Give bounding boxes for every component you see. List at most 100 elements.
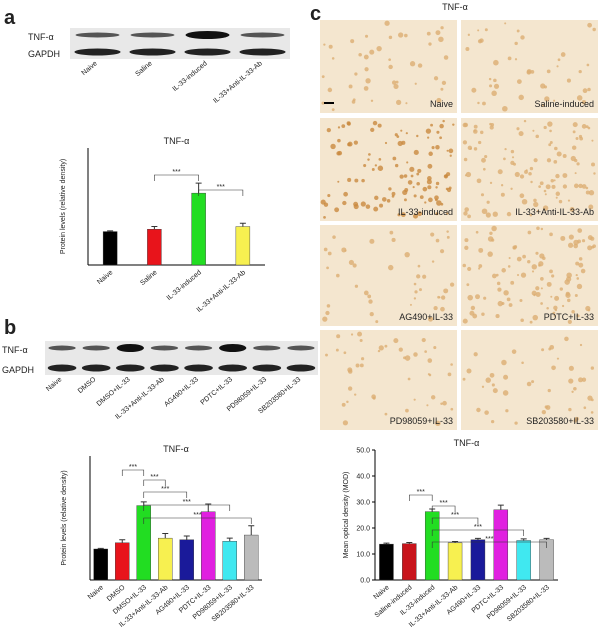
cell bbox=[545, 405, 551, 410]
bar bbox=[470, 539, 486, 581]
cell bbox=[484, 154, 488, 159]
cell bbox=[427, 176, 432, 181]
cell bbox=[331, 57, 335, 60]
cell bbox=[546, 307, 549, 310]
cell bbox=[381, 197, 387, 202]
cell bbox=[478, 264, 483, 268]
cell bbox=[586, 63, 590, 67]
cell bbox=[553, 99, 556, 102]
cell bbox=[516, 79, 522, 85]
error-bar bbox=[239, 222, 246, 227]
cell bbox=[395, 80, 399, 84]
cell bbox=[346, 400, 349, 404]
cell bbox=[435, 145, 440, 150]
cell bbox=[524, 170, 528, 174]
cell bbox=[465, 171, 472, 178]
cell bbox=[533, 201, 539, 208]
cell bbox=[413, 352, 418, 357]
cell bbox=[551, 365, 556, 371]
cell bbox=[410, 174, 414, 178]
cell bbox=[565, 292, 571, 298]
cell bbox=[585, 190, 590, 195]
cell bbox=[532, 314, 539, 321]
cell bbox=[527, 260, 531, 264]
cell bbox=[394, 163, 399, 168]
cell bbox=[325, 353, 328, 357]
cell bbox=[336, 273, 340, 278]
cell bbox=[328, 44, 333, 49]
cell bbox=[578, 377, 583, 383]
significance-label: *** bbox=[485, 536, 493, 543]
lane-label: Saline bbox=[134, 60, 153, 78]
cell bbox=[566, 272, 572, 279]
cell bbox=[523, 119, 527, 123]
error-bar bbox=[226, 537, 233, 542]
cell bbox=[464, 238, 469, 243]
cell bbox=[354, 72, 358, 76]
cell bbox=[409, 166, 415, 172]
cell bbox=[431, 146, 435, 150]
cell bbox=[520, 272, 527, 278]
cell bbox=[507, 265, 511, 268]
lane-label: IL-33+Anti-IL-33-Ab bbox=[212, 60, 264, 105]
error-bar bbox=[97, 547, 104, 549]
cell bbox=[367, 294, 372, 299]
cell bbox=[435, 181, 440, 186]
cell bbox=[368, 153, 371, 156]
blot-row-label: TNF-α bbox=[2, 345, 28, 355]
cell bbox=[556, 65, 559, 68]
cell bbox=[335, 348, 339, 352]
cell bbox=[363, 164, 367, 168]
significance-label: *** bbox=[129, 464, 137, 471]
cell bbox=[419, 288, 422, 292]
cell bbox=[514, 41, 518, 46]
cell bbox=[425, 128, 432, 134]
cell bbox=[502, 390, 509, 396]
band bbox=[116, 344, 144, 352]
cell bbox=[510, 187, 513, 190]
cell bbox=[571, 145, 577, 150]
cell bbox=[473, 129, 476, 132]
cell bbox=[413, 282, 417, 286]
bar bbox=[179, 539, 194, 581]
cell bbox=[446, 212, 449, 215]
cell bbox=[427, 136, 430, 139]
cell bbox=[581, 377, 587, 382]
cell bbox=[442, 119, 445, 123]
cell bbox=[553, 305, 558, 311]
cell bbox=[516, 127, 520, 131]
cell bbox=[519, 193, 525, 199]
cell bbox=[492, 388, 498, 394]
cell bbox=[467, 33, 470, 36]
cell bbox=[546, 281, 552, 287]
cell bbox=[535, 286, 540, 291]
cell bbox=[559, 287, 563, 291]
cell bbox=[433, 76, 439, 81]
cell bbox=[536, 209, 539, 212]
cell bbox=[544, 193, 547, 196]
cell bbox=[431, 260, 435, 263]
cell bbox=[369, 49, 375, 55]
cell bbox=[511, 156, 515, 159]
cell bbox=[438, 36, 444, 43]
cell bbox=[342, 420, 349, 426]
cell bbox=[467, 214, 471, 219]
cell bbox=[530, 180, 533, 184]
significance-label: *** bbox=[193, 512, 201, 519]
cell bbox=[581, 124, 587, 129]
cell bbox=[530, 69, 535, 74]
bar bbox=[379, 543, 394, 581]
cell bbox=[516, 29, 520, 33]
band bbox=[218, 364, 248, 372]
cell bbox=[327, 251, 332, 256]
cell bbox=[407, 180, 413, 185]
bar bbox=[147, 229, 162, 266]
cell bbox=[478, 247, 484, 253]
y-tick-label: 30.0 bbox=[356, 500, 370, 507]
cell bbox=[409, 303, 412, 306]
cell bbox=[391, 237, 396, 243]
cell bbox=[359, 363, 364, 368]
blot-row-label: GAPDH bbox=[28, 49, 60, 59]
cell bbox=[538, 185, 542, 188]
